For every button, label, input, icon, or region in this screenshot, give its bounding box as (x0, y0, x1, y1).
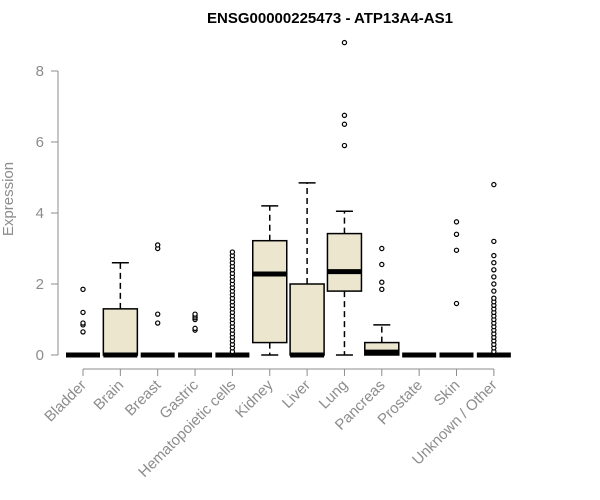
box-body (102, 308, 139, 356)
y-tick-label: 0 (36, 347, 44, 364)
outlier-point (491, 288, 497, 294)
y-tick-label: 6 (36, 134, 44, 151)
y-tick-label: 4 (36, 205, 44, 222)
box-2 (102, 261, 139, 358)
box-12 (476, 181, 511, 358)
outlier-point (229, 249, 236, 255)
x-tick-label: Skin (431, 377, 464, 410)
outlier-point (192, 325, 198, 332)
outlier-point (154, 320, 161, 326)
outlier-point (379, 286, 385, 293)
outlier-point (491, 181, 497, 188)
y-tick-label: 8 (36, 63, 44, 80)
outlier-point (491, 252, 497, 259)
box-body (326, 232, 363, 292)
outlier-point (453, 247, 460, 253)
outlier-point (154, 242, 161, 248)
outlier-point (453, 300, 460, 307)
box-5 (215, 249, 250, 358)
outlier-point (341, 39, 348, 46)
outlier-point (491, 260, 497, 266)
outlier-point (80, 320, 86, 326)
outlier-point (341, 142, 348, 149)
box-7 (289, 182, 325, 358)
outlier-point (453, 231, 460, 237)
outlier-point (491, 274, 497, 280)
x-tick-label: Kidney (232, 376, 277, 421)
outlier-point (341, 112, 348, 119)
box-3 (140, 242, 175, 358)
boxes-group (66, 39, 511, 358)
outlier-point (80, 286, 86, 293)
box-8 (326, 39, 363, 356)
outlier-point (491, 238, 497, 245)
outlier-point (192, 311, 198, 317)
box-11 (439, 219, 474, 358)
box-body (289, 283, 325, 356)
outlier-point (379, 245, 385, 252)
outlier-point (491, 267, 497, 273)
outlier-point (154, 311, 161, 317)
outlier-point (379, 279, 385, 285)
box-body (252, 239, 288, 344)
box-9 (364, 245, 400, 356)
y-tick-label: 2 (36, 276, 44, 293)
chart-title: ENSG00000225473 - ATP13A4-AS1 (207, 10, 453, 27)
outlier-point (491, 281, 497, 287)
box-1 (66, 286, 100, 358)
outlier-point (491, 295, 497, 301)
outlier-point (379, 261, 385, 268)
y-axis-label: Expression (0, 162, 17, 236)
box-6 (252, 205, 288, 356)
x-tick-label: Bladder (41, 377, 90, 426)
x-tick-label: Liver (279, 377, 314, 412)
outlier-point (341, 121, 348, 127)
outlier-point (80, 329, 86, 335)
y-axis: 0 2 4 6 8 (36, 63, 59, 364)
outlier-point (80, 309, 86, 316)
outlier-point (453, 219, 460, 225)
box-4 (178, 311, 213, 358)
